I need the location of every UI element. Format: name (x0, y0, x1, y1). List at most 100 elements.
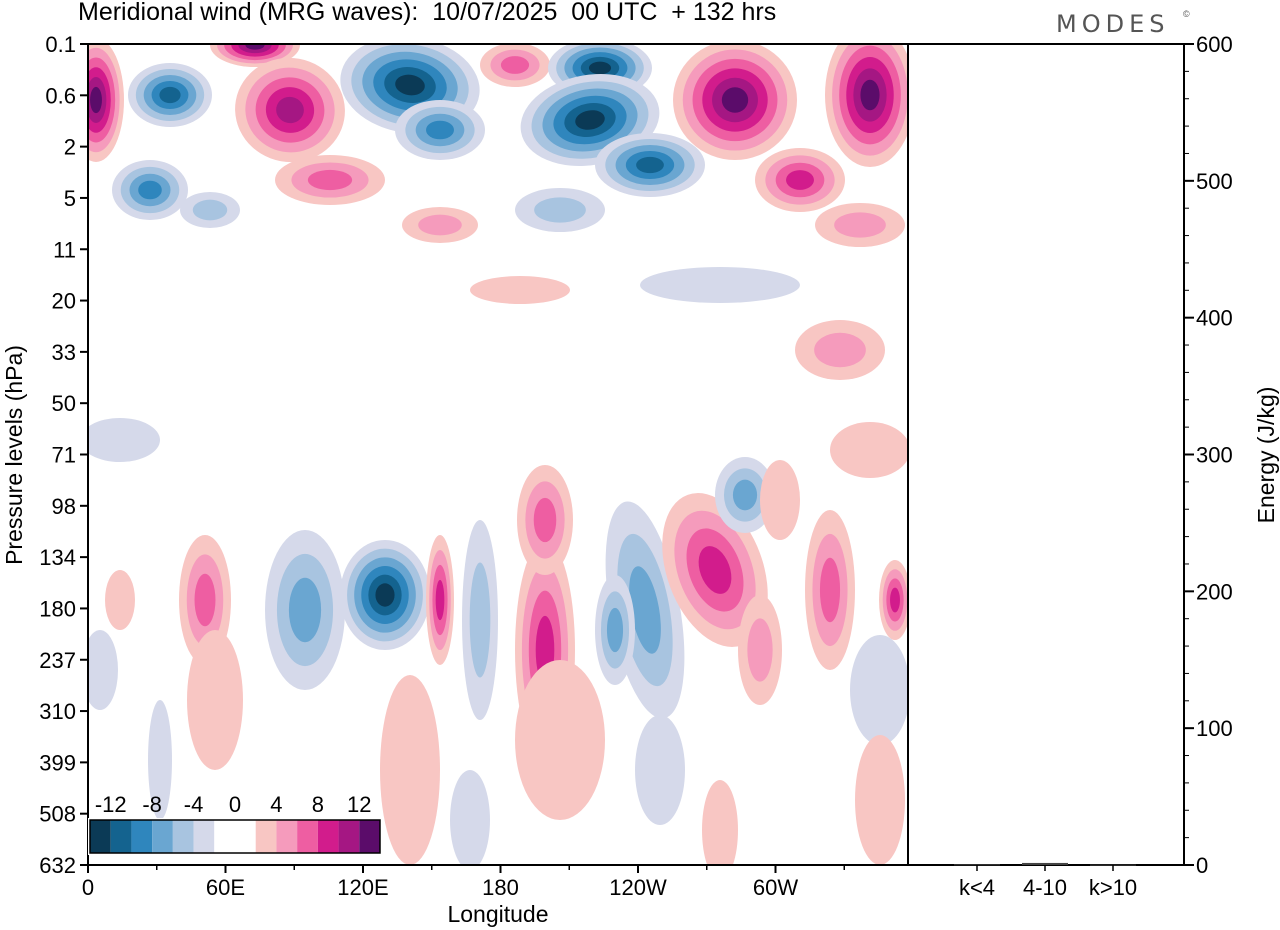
contour-band (533, 497, 557, 543)
neg-anomaly (88, 418, 160, 462)
contour-band (575, 110, 605, 130)
colorbar-label: 8 (312, 792, 324, 817)
pos-anomaly (815, 203, 905, 247)
neg-anomaly (515, 188, 605, 232)
pos-anomaly (517, 465, 573, 575)
contour-band (747, 618, 773, 682)
contour-band (636, 156, 664, 174)
energy-tick-label: 100 (1196, 716, 1233, 741)
energy-tick-label: 500 (1196, 169, 1233, 194)
pos-anomaly (755, 148, 845, 212)
contour-band (88, 418, 160, 462)
energy-panel-frame (907, 43, 1185, 866)
contour-band (786, 170, 814, 190)
pos-anomaly (480, 44, 550, 87)
contour-band (426, 120, 454, 140)
pos-anomaly (402, 207, 478, 243)
colorbar-swatch (110, 820, 132, 853)
neg-anomaly (640, 267, 800, 303)
contour-band (105, 570, 135, 630)
contour-band (90, 86, 102, 114)
contour-band (855, 735, 905, 865)
contour-band (534, 197, 586, 223)
colorbar-swatch (338, 820, 360, 853)
y-tick-label: 508 (39, 802, 76, 827)
pos-anomaly (855, 735, 905, 865)
contour-band (606, 607, 624, 653)
contour-band (698, 546, 732, 594)
colorbar-swatch (297, 820, 318, 853)
colorbar: -12 -8 -4 0 4 8 12 (88, 792, 382, 855)
energy-category-label: k<4 (959, 875, 995, 900)
pos-anomaly (380, 675, 440, 865)
contour-band (860, 79, 880, 111)
colorbar-label: -12 (95, 792, 127, 817)
contour-band (88, 630, 118, 710)
pos-anomaly (470, 276, 570, 304)
contour-band (640, 267, 800, 303)
energy-bar (1022, 862, 1068, 865)
y-tick-label: 0.6 (45, 83, 76, 108)
contour-band (470, 276, 570, 304)
colorbar-label: 4 (270, 792, 282, 817)
colorbar-label: 12 (347, 792, 371, 817)
colorbar-swatch (214, 820, 235, 853)
neg-anomaly (265, 530, 345, 690)
pos-anomaly (795, 320, 885, 380)
neg-anomaly (850, 635, 908, 745)
x-tick-label: 120W (609, 875, 667, 900)
y-tick-label: 632 (39, 853, 76, 878)
contour-band (307, 169, 353, 191)
contour-band (814, 332, 866, 368)
colorbar-label: -4 (184, 792, 204, 817)
pos-anomaly (673, 44, 797, 160)
pos-anomaly (825, 44, 908, 167)
neg-anomaly (715, 457, 775, 533)
energy-tick-label: 0 (1196, 853, 1208, 878)
colorbar-swatch (359, 820, 380, 853)
contour-band (819, 557, 841, 623)
energy-tick-label: 300 (1196, 443, 1233, 468)
x-tick-label: 60W (753, 875, 798, 900)
y-axis: 0.1 0.6 2 5 11 20 33 50 71 98 134 180 237 310 399 508 63… (39, 32, 88, 878)
neg-anomaly (450, 770, 490, 865)
y-tick-label: 2 (64, 135, 76, 160)
pos-anomaly (179, 535, 231, 665)
x-axis-title: Longitude (447, 901, 548, 927)
x-axis: 0 60E 120E 180 120W 60W (82, 865, 845, 900)
contour-band (732, 479, 758, 511)
pos-anomaly (426, 535, 454, 665)
colorbar-label: -8 (142, 792, 162, 817)
pos-anomaly (760, 460, 800, 540)
y-tick-label: 399 (39, 750, 76, 775)
neg-anomaly (595, 575, 635, 685)
energy-category-label: 4-10 (1023, 875, 1067, 900)
neg-anomaly (128, 63, 212, 127)
neg-anomaly (148, 700, 172, 820)
neg-anomaly (112, 160, 188, 220)
contour-band (245, 44, 265, 50)
colorbar-swatch (90, 820, 111, 853)
modes-logo: MODES (1056, 10, 1170, 38)
x-tick-label: 120E (337, 875, 388, 900)
colorbar-swatch (235, 820, 256, 853)
colorbar-swatch (193, 820, 215, 853)
pos-anomaly (702, 780, 738, 865)
colorbar-swatch (172, 820, 194, 853)
y-tick-label: 50 (52, 391, 76, 416)
y-tick-label: 11 (53, 237, 76, 262)
contour-band (469, 562, 491, 678)
contour-band (588, 61, 612, 75)
pos-anomaly (275, 155, 385, 205)
contour-band (187, 630, 243, 770)
contour-band (635, 715, 685, 825)
y-tick-label: 237 (39, 648, 76, 673)
energy-category-label: k>10 (1089, 875, 1137, 900)
contour-band (192, 199, 228, 221)
pos-anomaly (210, 44, 300, 67)
y-tick-label: 0.1 (45, 32, 76, 57)
contour-band (148, 700, 172, 820)
energy-axis-title: Energy (J/kg) (1253, 387, 1279, 524)
contour-band (629, 566, 661, 654)
